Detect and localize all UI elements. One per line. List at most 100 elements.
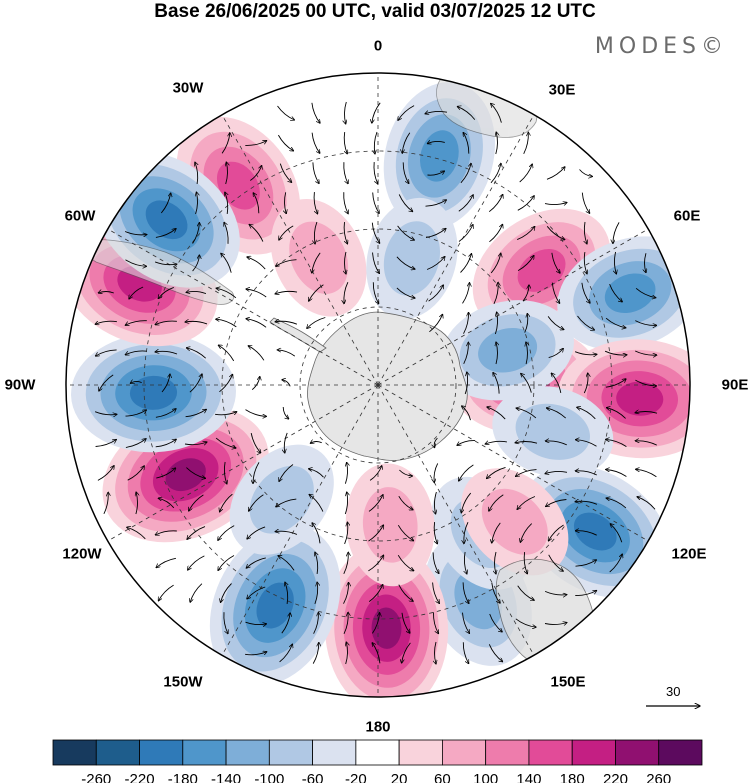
wind-vector-arrow [275, 291, 298, 294]
wind-vector-arrow [224, 222, 229, 244]
wind-vector-arrow [435, 641, 437, 664]
wind-vector-arrow [396, 256, 415, 269]
wind-vector-arrow [463, 342, 469, 365]
wind-vector-arrow [635, 320, 656, 326]
wind-vector-arrow [462, 612, 470, 634]
wind-vector-arrow [161, 374, 170, 393]
wind-vector-arrow [250, 433, 261, 453]
wind-vector-arrow [94, 411, 117, 415]
wind-vector-arrow [372, 102, 381, 123]
wind-vector-arrow [517, 196, 534, 211]
wind-vector-arrow [344, 132, 347, 154]
wind-vector-arrow [215, 437, 236, 448]
wind-vector-arrow [487, 407, 506, 420]
wind-vector-arrow [247, 257, 266, 270]
wind-vector-arrow [95, 349, 117, 356]
colorbar-swatch [398, 739, 443, 766]
colorbar-tick-label: -260 [81, 771, 111, 783]
wind-vector-arrow [275, 531, 298, 535]
anomaly-contour [129, 375, 178, 410]
wind-vector-arrow [314, 582, 318, 605]
wind-vector-arrow [548, 554, 564, 571]
colorbar-tick-label: -140 [211, 771, 241, 783]
wind-vector-arrow [185, 321, 208, 325]
wind-vector-arrow [158, 498, 175, 509]
wind-vector-arrow [346, 642, 348, 665]
wind-vector-arrow [402, 132, 411, 154]
wind-vector-arrow [314, 221, 318, 244]
anomaly-contour [478, 328, 538, 373]
map-boundary [65, 72, 691, 698]
wind-vector-arrow [489, 224, 502, 243]
wind-vector-arrow [224, 461, 227, 484]
wind-vector-arrow [427, 171, 445, 176]
colorbar-swatch [528, 739, 573, 766]
wind-vector-arrow [635, 287, 656, 297]
wind-vector-arrow [125, 350, 147, 355]
wind-vector-arrow [368, 555, 383, 572]
wind-vector-arrow [158, 584, 174, 601]
wind-vector-arrow [368, 525, 384, 542]
colorbar-swatch [658, 739, 703, 766]
wind-vector-arrow [309, 284, 324, 301]
wind-vector-arrow [369, 466, 382, 481]
anomaly-contour [573, 512, 617, 551]
colorbar-swatch [441, 739, 487, 766]
anomaly-contour [289, 221, 349, 294]
wind-vector-arrow [125, 320, 147, 326]
wind-vector-arrow [492, 522, 501, 543]
wind-vector-arrow [548, 524, 564, 541]
anomaly-contour [604, 273, 656, 314]
wind-vector-arrow [276, 498, 297, 507]
wind-vector-arrow [605, 317, 626, 328]
wind-vector-arrow [396, 287, 415, 298]
wind-vector-arrow [576, 440, 597, 447]
wind-vector-arrow [487, 466, 506, 478]
wind-vector-arrow [428, 285, 444, 302]
wind-vector-arrow [311, 102, 320, 123]
wind-vector-arrow [216, 288, 237, 299]
wind-vector-arrow [218, 555, 235, 571]
wind-vector-arrow [425, 228, 446, 239]
wind-vector-arrow [462, 582, 469, 603]
wind-vector-arrow [464, 551, 467, 574]
wind-vector-arrow [374, 131, 378, 154]
wind-vector-arrow [127, 527, 146, 540]
wind-vector-arrow [246, 289, 267, 298]
wind-vector-arrow [402, 642, 411, 663]
wind-vector-arrow [156, 468, 175, 479]
wind-vector-arrow [221, 133, 230, 154]
wind-vector-arrow [245, 621, 267, 624]
lon-label-180: 180 [365, 718, 391, 736]
wind-vector-arrow [343, 222, 347, 244]
wind-vector-arrow [218, 525, 235, 541]
wind-vector-arrow [221, 583, 232, 603]
wind-vector-arrow [250, 166, 261, 181]
wind-vector-arrow [545, 471, 568, 473]
wind-vector-arrow [464, 372, 467, 395]
wind-vector-arrow [398, 194, 413, 211]
wind-vector-arrow [248, 346, 265, 361]
lon-label-90e: 90E [721, 376, 749, 394]
anomaly-contour [256, 582, 294, 629]
wind-vector-arrow [517, 226, 535, 241]
lon-label-60w: 60W [64, 207, 96, 225]
colorbar-swatch [95, 739, 140, 766]
wind-vector-arrow [522, 285, 529, 302]
wind-vector-arrow [496, 132, 498, 155]
anomaly-contour [383, 221, 440, 296]
wind-vector-arrow [154, 261, 177, 265]
wind-vector-arrow [609, 554, 623, 573]
colorbar-tick-label: -60 [302, 771, 324, 783]
wind-vector-arrow [462, 283, 470, 304]
wind-vector-arrow [344, 522, 348, 545]
wind-vector-arrow [496, 342, 498, 365]
wind-vector-arrow [433, 522, 437, 544]
wind-vector-arrow [577, 407, 596, 420]
wind-vector-arrow [515, 618, 536, 627]
wind-vector-arrow [190, 583, 203, 603]
wind-vector-arrow [516, 408, 537, 419]
wind-vector-arrow [312, 642, 319, 664]
wind-vector-arrow [125, 439, 146, 448]
